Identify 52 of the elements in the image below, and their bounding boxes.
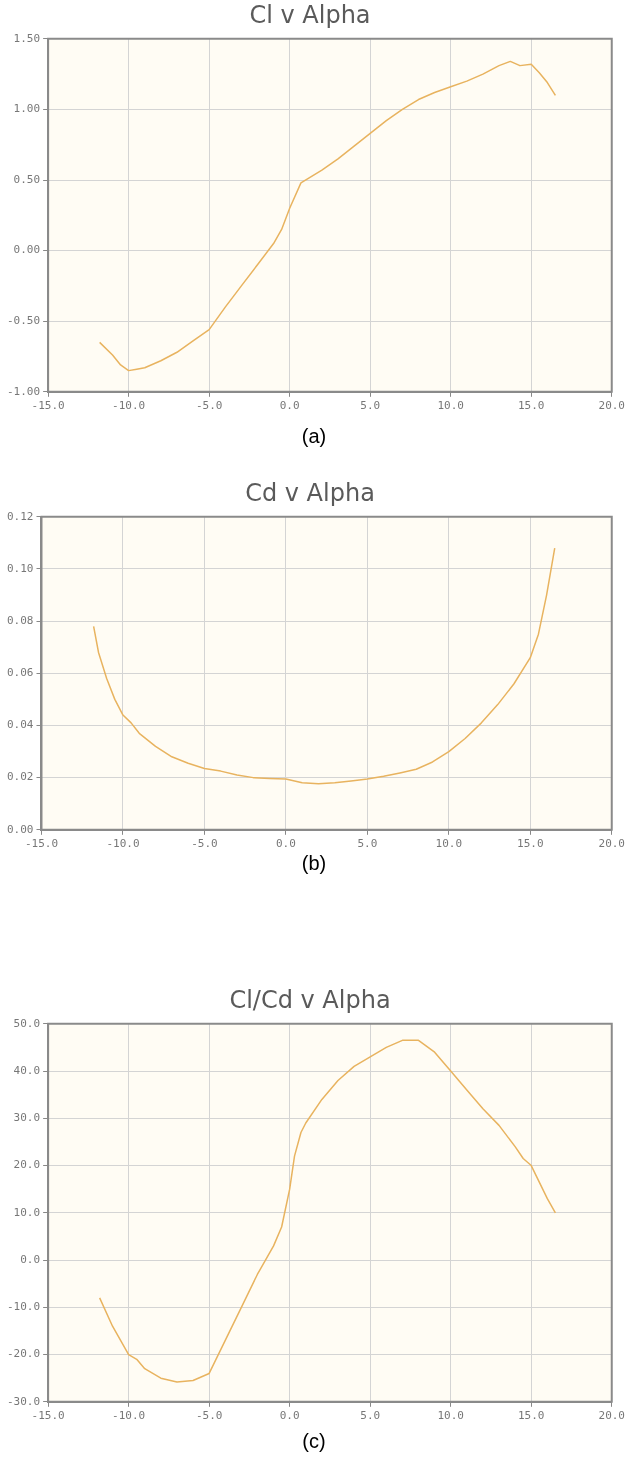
y-tick-label: 0.00 — [6, 822, 34, 836]
y-tick-label: 0.00 — [13, 243, 41, 257]
y-tick-label: -10.0 — [6, 1300, 41, 1314]
x-tick-label: -15.0 — [31, 1409, 65, 1423]
y-tick-label: -0.50 — [6, 314, 41, 328]
y-tick-label: 0.0 — [20, 1252, 41, 1266]
y-tick-label: 50.0 — [13, 1016, 41, 1030]
x-tick-label: 15.0 — [517, 1409, 545, 1423]
x-tick-label: 0.0 — [275, 837, 296, 851]
x-tick-label: -10.0 — [112, 399, 146, 413]
x-tick-label: 0.0 — [279, 1409, 300, 1423]
x-tick-label: -15.0 — [24, 837, 59, 851]
y-tick-label: 1.50 — [13, 31, 41, 45]
y-tick-label: -1.00 — [6, 384, 41, 398]
y-tick-label: 0.02 — [6, 770, 34, 784]
x-tick-label: 10.0 — [437, 1409, 464, 1423]
x-tick-label: -10.0 — [106, 837, 140, 851]
x-tick-label: -5.0 — [195, 1409, 223, 1423]
y-tick-label: 0.08 — [6, 613, 34, 627]
y-tick-label: 0.04 — [6, 718, 34, 732]
text: (a) — [300, 425, 328, 448]
x-tick-label: 5.0 — [360, 399, 381, 413]
x-tick-label: 10.0 — [435, 837, 463, 851]
x-tick-label: 20.0 — [598, 837, 625, 851]
y-tick-label: 0.50 — [13, 172, 41, 186]
y-tick-label: 0.10 — [6, 561, 34, 575]
chart-title: Cd v Alpha — [245, 478, 375, 507]
x-tick-label: 10.0 — [437, 399, 464, 413]
y-tick-label: 10.0 — [13, 1205, 41, 1219]
chart-title: Cl v Alpha — [249, 0, 371, 29]
x-tick-label: 15.0 — [517, 399, 545, 413]
x-tick-label: 5.0 — [357, 837, 378, 851]
chart-title: Cl/Cd v Alpha — [229, 985, 391, 1014]
y-tick-label: 40.0 — [13, 1063, 41, 1077]
x-tick-label: 15.0 — [517, 837, 544, 851]
y-tick-label: 0.06 — [6, 666, 34, 680]
y-tick-label: 0.12 — [6, 509, 34, 523]
x-tick-label: -5.0 — [195, 399, 223, 413]
x-tick-label: 20.0 — [598, 1409, 625, 1423]
x-tick-label: -15.0 — [31, 399, 65, 413]
y-tick-label: -30.0 — [6, 1394, 41, 1408]
text: (b) — [300, 852, 328, 875]
y-tick-label: 30.0 — [13, 1111, 41, 1125]
x-tick-label: 0.0 — [279, 399, 300, 413]
y-tick-label: 1.00 — [13, 102, 41, 116]
x-tick-label: 20.0 — [598, 399, 625, 413]
text: (c) — [301, 1430, 327, 1453]
x-tick-label: -5.0 — [191, 837, 218, 851]
x-tick-label: 5.0 — [360, 1409, 381, 1423]
y-tick-label: -20.0 — [6, 1347, 41, 1361]
y-tick-label: 20.0 — [13, 1158, 41, 1172]
x-tick-label: -10.0 — [112, 1409, 146, 1423]
